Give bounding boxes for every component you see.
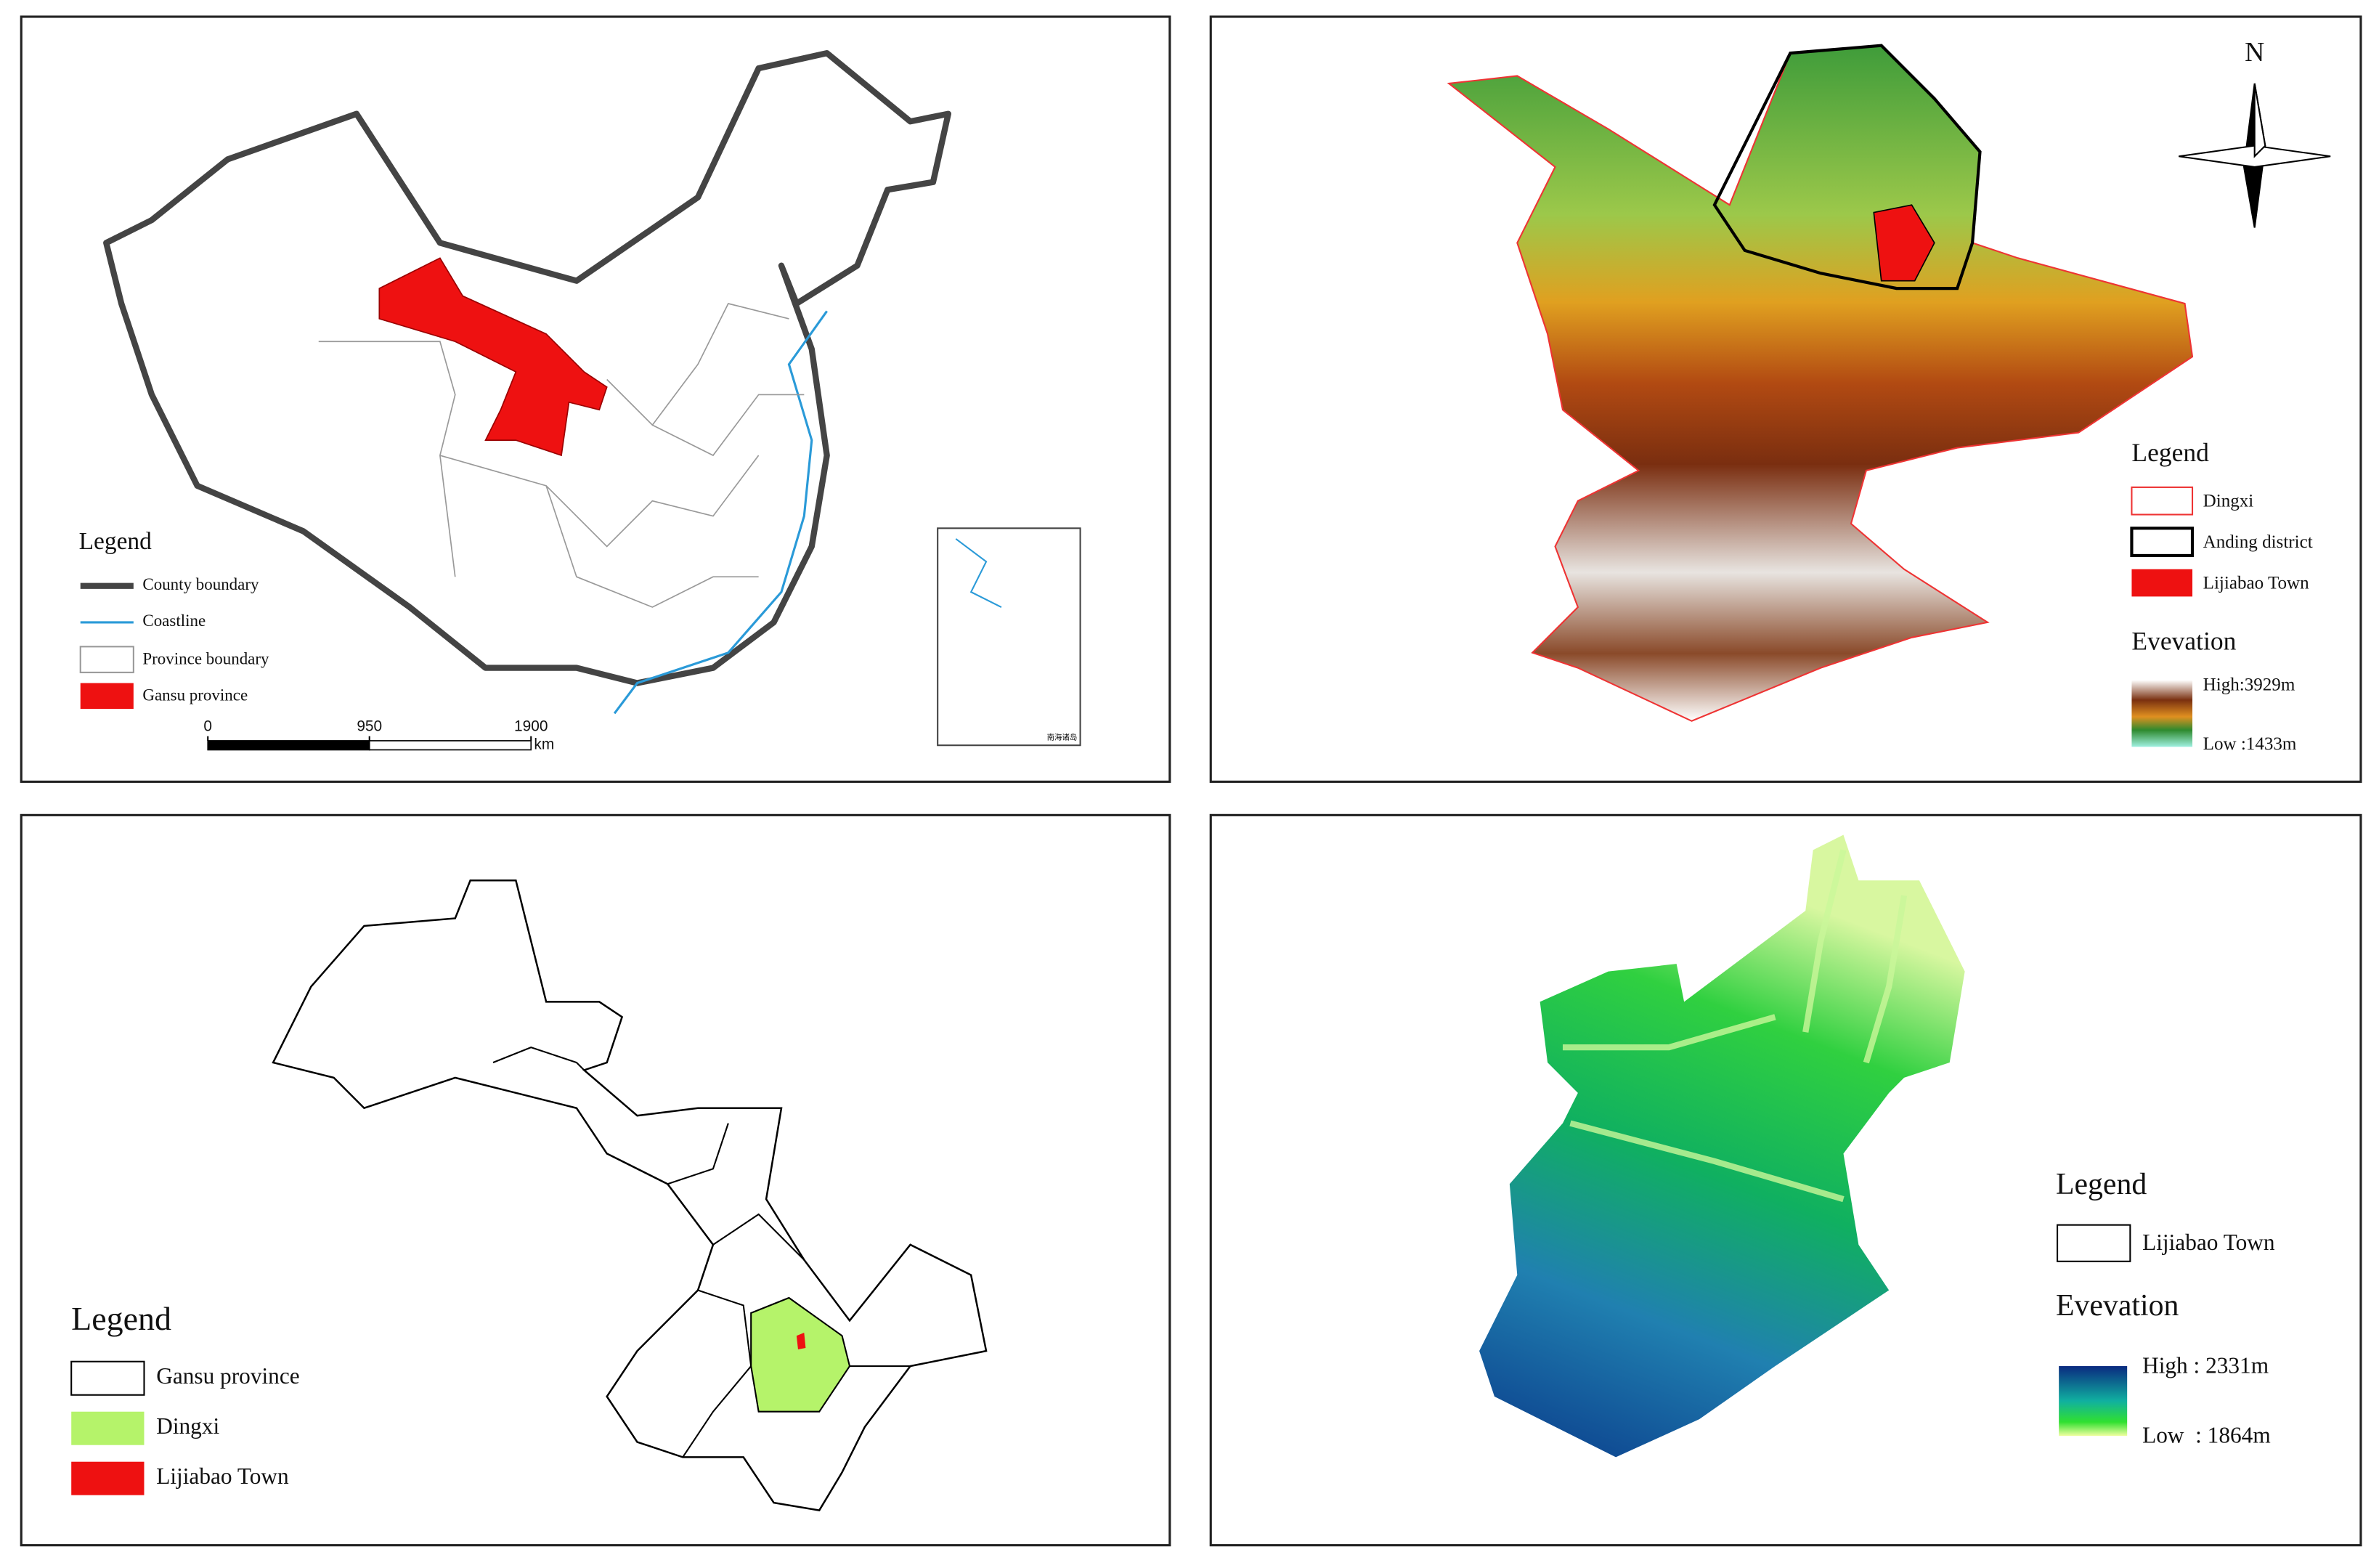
elevation-title: Evevation: [2056, 1289, 2179, 1323]
elevation-bar: [2131, 680, 2193, 747]
scale-segment: [368, 740, 532, 751]
legend-swatch: [79, 646, 134, 673]
legend-title: Legend: [71, 1300, 171, 1337]
gansu-province: [378, 257, 608, 457]
north-label: N: [2245, 37, 2264, 68]
legend-swatch: [71, 1411, 145, 1445]
lijiabao-town: [1873, 204, 1935, 282]
north-arrow: [2253, 83, 2266, 158]
scale-unit: km: [534, 736, 554, 753]
legend-item: Anding district: [2203, 532, 2313, 552]
legend-item: Coastline: [142, 612, 206, 630]
legend-item: Dingxi: [156, 1413, 219, 1439]
legend-swatch: [2131, 486, 2194, 516]
legend-item: Lijiabao Town: [2142, 1230, 2275, 1255]
elevation-low: Low :1433m: [2203, 734, 2297, 754]
county-boundaries: [492, 1047, 911, 1458]
elevation-high: High : 2331m: [2142, 1352, 2269, 1378]
lijiabao-town: [796, 1333, 806, 1350]
legend-title: Legend: [79, 528, 152, 555]
legend-item: Lijiabao Town: [2203, 573, 2309, 593]
coastline: [613, 310, 828, 715]
legend-swatch: [2131, 569, 2193, 597]
inset-coast: [955, 538, 1002, 608]
inset-label: 南海诸岛: [1047, 733, 1078, 742]
legend-title: Legend: [2056, 1168, 2147, 1201]
scale-label: 1900: [514, 718, 548, 735]
elevation-bar: [2059, 1366, 2128, 1437]
elevation-title: Evevation: [2131, 626, 2236, 655]
scale-label: 0: [203, 718, 212, 735]
dingxi: [750, 1296, 851, 1413]
elevation-low: Low : 1864m: [2142, 1422, 2271, 1447]
legend-item: County boundary: [142, 575, 259, 593]
valleys: [1562, 849, 1908, 1203]
legend-swatch: [2057, 1224, 2131, 1262]
legend-item: Dingxi: [2203, 492, 2254, 511]
legend-item: Province boundary: [142, 649, 269, 667]
legend-item: Gansu province: [142, 686, 248, 704]
legend-item: Lijiabao Town: [156, 1463, 289, 1489]
legend-swatch: [80, 683, 134, 710]
province-boundaries: [318, 303, 805, 608]
scale-label: 950: [357, 718, 382, 735]
panel-frame: [20, 813, 1171, 1547]
elevation-high: High:3929m: [2203, 675, 2295, 694]
legend-item: Gansu province: [156, 1363, 299, 1389]
lijiabao-terrain: [1479, 834, 1965, 1458]
legend-swatch: [2130, 527, 2195, 558]
legend-swatch: [71, 1461, 145, 1495]
legend-swatch: [70, 1360, 145, 1396]
anding-district: [1712, 44, 1982, 291]
legend-title: Legend: [2131, 438, 2209, 467]
inset-map: [937, 527, 1081, 747]
scale-segment: [207, 740, 370, 751]
